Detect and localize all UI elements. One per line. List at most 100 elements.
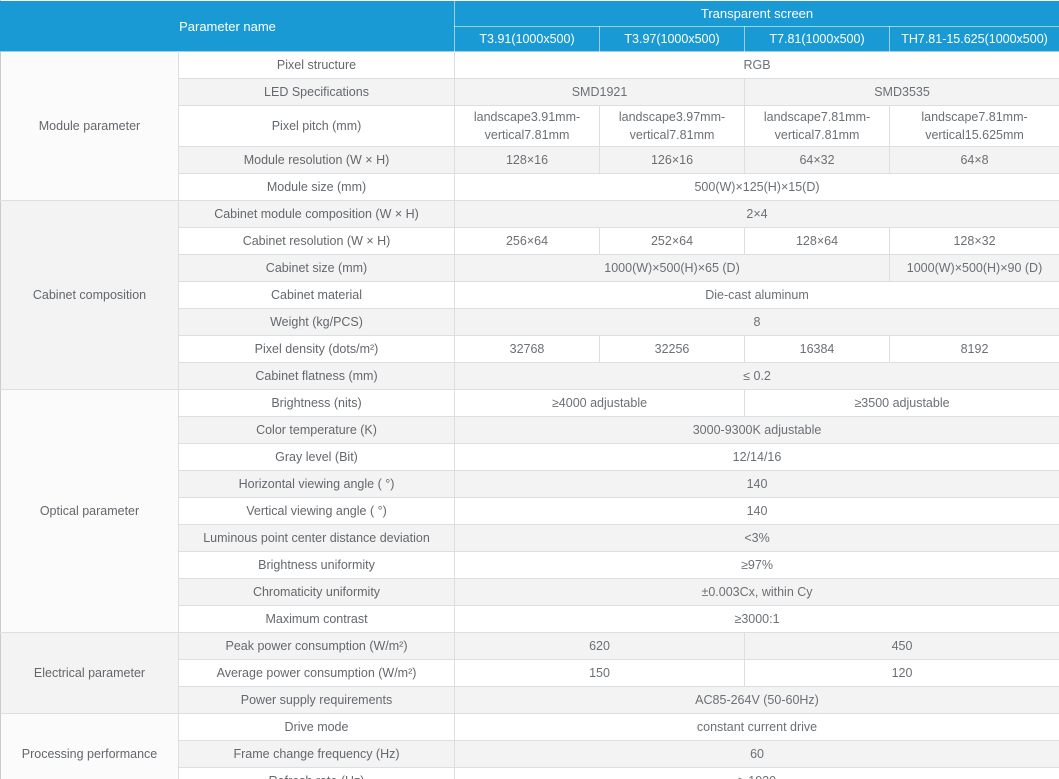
value-cell: 140	[454, 470, 1059, 499]
value-cell: 128×32	[889, 227, 1059, 256]
value-cell: 150	[454, 659, 746, 688]
parameter-label: Maximum contrast	[177, 605, 456, 634]
parameter-label: Cabinet resolution (W × H)	[177, 227, 456, 256]
value-cell: 1000(W)×500(H)×65 (D)	[454, 254, 891, 283]
parameter-label: Vertical viewing angle ( °)	[177, 497, 456, 526]
table-row: Pixel density (dots/m²) 32768 32256 16384 81…	[1, 335, 1059, 364]
parameter-label: Chromaticity uniformity	[177, 578, 456, 607]
table-row: Module parameter Pixel structure RGB	[0, 50, 1059, 202]
parameter-label: Drive mode	[177, 713, 456, 742]
value-cell: 140	[454, 497, 1059, 526]
table-row: Processing performance Drive mode constant…	[0, 713, 1059, 779]
header-model-t397: T3.97(1000x500)	[599, 26, 746, 52]
value-cell: landscape7.81mm-vertical7.81mm	[744, 104, 891, 148]
table-row: Gray level (Bit) 12/14/16	[1, 443, 1059, 472]
value-cell: SMD1921	[454, 78, 746, 106]
value-cell: 8192	[889, 335, 1059, 364]
table-row: Pixel pitch (mm) landscape3.91mm-vertical…	[1, 104, 1059, 148]
parameter-label: Average power consumption (W/m²)	[177, 659, 456, 688]
value-cell: RGB	[454, 51, 1059, 79]
value-cell: 16384	[744, 335, 891, 364]
value-cell: 126×16	[599, 146, 746, 175]
parameter-label: Frame change frequency (Hz)	[177, 740, 456, 769]
parameter-label: Pixel density (dots/m²)	[177, 335, 456, 364]
table-row: Module resolution (W × H) 128×16 126×16 64×…	[1, 146, 1059, 175]
parameter-label: Cabinet size (mm)	[177, 254, 456, 283]
value-cell: 32256	[599, 335, 746, 364]
table-row: Weight (kg/PCS) 8	[1, 308, 1059, 337]
table-row: Luminous point center distance deviation…	[1, 524, 1059, 553]
value-cell: 60	[454, 740, 1059, 769]
parameter-label: Peak power consumption (W/m²)	[177, 632, 456, 661]
value-cell: ±0.003Cx, within Cy	[454, 578, 1059, 607]
table-row: Color temperature (K) 3000-9300K adjustab…	[1, 416, 1059, 445]
parameter-label: Pixel structure	[177, 51, 456, 79]
value-cell: landscape3.97mm-vertical7.81mm	[599, 104, 746, 148]
value-cell: 450	[744, 632, 1059, 661]
table-row: Frame change frequency (Hz) 60	[1, 740, 1059, 769]
value-cell: 256×64	[454, 227, 601, 256]
parameter-label: Cabinet module composition (W × H)	[177, 200, 456, 229]
table-body: Module parameter Pixel structure RGB LED Sp…	[0, 50, 1059, 779]
value-cell: 1000(W)×500(H)×90 (D)	[889, 254, 1059, 283]
value-cell: ≥3500 adjustable	[744, 389, 1059, 418]
parameter-label: LED Specifications	[177, 78, 456, 106]
parameter-label: Gray level (Bit)	[177, 443, 456, 472]
value-cell: 64×8	[889, 146, 1059, 175]
group-cell: Electrical parameter	[0, 632, 179, 715]
parameter-label: Color temperature (K)	[177, 416, 456, 445]
value-cell: ≥3000:1	[454, 605, 1059, 634]
table-row: Optical parameter Brightness (nits) ≥4000 …	[0, 389, 1059, 634]
parameter-label: Brightness (nits)	[177, 389, 456, 418]
value-cell: <3%	[454, 524, 1059, 553]
parameter-label: Brightness uniformity	[177, 551, 456, 580]
table-row: LED Specifications SMD1921 SMD3535	[1, 78, 1059, 106]
value-cell: 252×64	[599, 227, 746, 256]
table-row: Cabinet resolution (W × H) 256×64 252×64 12…	[1, 227, 1059, 256]
table-row: Cabinet size (mm) 1000(W)×500(H)×65 (D) 10…	[1, 254, 1059, 283]
value-cell: constant current drive	[454, 713, 1059, 742]
group-cell: Optical parameter	[0, 389, 179, 634]
value-cell: ≥ 1920	[454, 767, 1059, 779]
value-cell: 500(W)×125(H)×15(D)	[454, 173, 1059, 202]
table-row: Module size (mm) 500(W)×125(H)×15(D)	[1, 173, 1059, 202]
value-cell: 64×32	[744, 146, 891, 175]
parameter-label: Cabinet flatness (mm)	[177, 362, 456, 391]
table-row: Power supply requirements AC85-264V (50-6…	[1, 686, 1059, 715]
table-row: Maximum contrast ≥3000:1	[1, 605, 1059, 634]
parameter-label: Module resolution (W × H)	[177, 146, 456, 175]
value-cell: 32768	[454, 335, 601, 364]
value-cell: SMD3535	[744, 78, 1059, 106]
value-cell: AC85-264V (50-60Hz)	[454, 686, 1059, 715]
parameter-label: Pixel pitch (mm)	[177, 104, 456, 148]
parameter-label: Horizontal viewing angle ( °)	[177, 470, 456, 499]
value-cell: 128×64	[744, 227, 891, 256]
value-cell: 2×4	[454, 200, 1059, 229]
value-cell: 120	[744, 659, 1059, 688]
table-row: Chromaticity uniformity ±0.003Cx, within …	[1, 578, 1059, 607]
table-row: Vertical viewing angle ( °) 140	[1, 497, 1059, 526]
header-transparent-screen: Transparent screen	[454, 0, 1059, 27]
value-cell: ≥4000 adjustable	[454, 389, 746, 418]
group-cell: Cabinet composition	[0, 200, 179, 391]
group-cell: Processing performance	[0, 713, 179, 779]
value-cell: 128×16	[454, 146, 601, 175]
parameter-label: Power supply requirements	[177, 686, 456, 715]
table-header: Parameter name Transparent screen T3.91(…	[0, 0, 1059, 52]
header-model-th781: TH7.81-15.625(1000x500)	[889, 26, 1059, 52]
value-cell: landscape7.81mm-vertical15.625mm	[889, 104, 1059, 148]
parameter-label: Luminous point center distance deviation	[177, 524, 456, 553]
table-row: Horizontal viewing angle ( °) 140	[1, 470, 1059, 499]
value-cell: ≤ 0.2	[454, 362, 1059, 391]
table-row: Cabinet material Die-cast aluminum	[1, 281, 1059, 310]
value-cell: ≥97%	[454, 551, 1059, 580]
parameter-label: Refresh rate (Hz)	[177, 767, 456, 779]
table-row: Cabinet flatness (mm) ≤ 0.2	[1, 362, 1059, 391]
value-cell: 12/14/16	[454, 443, 1059, 472]
header-model-t781: T7.81(1000x500)	[744, 26, 891, 52]
value-cell: 8	[454, 308, 1059, 337]
parameter-label: Module size (mm)	[177, 173, 456, 202]
value-cell: 3000-9300K adjustable	[454, 416, 1059, 445]
